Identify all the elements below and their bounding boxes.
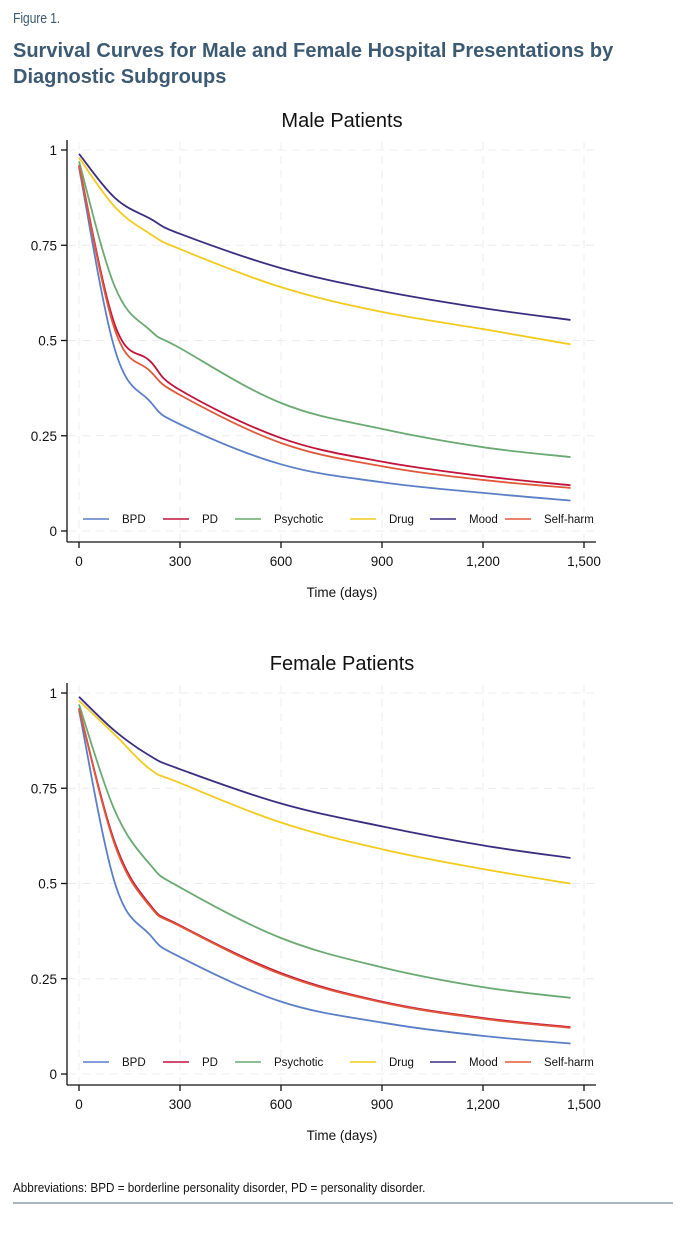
footnote-divider bbox=[13, 1202, 673, 1204]
figure-label: Figure 1. bbox=[13, 10, 61, 27]
curve-psychotic bbox=[78, 161, 571, 458]
legend-item-drug: Drug bbox=[350, 514, 414, 526]
legend-item-bpd: BPD bbox=[83, 514, 146, 526]
x-tick-label: 1,200 bbox=[466, 554, 500, 569]
legend-label: Self-harm bbox=[544, 514, 594, 526]
x-tick-label: 0 bbox=[75, 554, 83, 569]
footnote: Abbreviations: BPD = borderline personal… bbox=[13, 1180, 426, 1195]
y-tick-label: 0.5 bbox=[38, 877, 57, 892]
legend-label: Self-harm bbox=[544, 1057, 594, 1069]
x-axis-label: Time (days) bbox=[307, 585, 378, 600]
chart-title: Female Patients bbox=[270, 653, 415, 675]
chart-title: Male Patients bbox=[281, 110, 402, 132]
curve-mood bbox=[78, 696, 571, 859]
x-tick-label: 300 bbox=[169, 554, 192, 569]
legend-label: Drug bbox=[389, 514, 414, 526]
curve-drug bbox=[78, 157, 571, 346]
legend-item-self-harm: Self-harm bbox=[505, 1057, 594, 1069]
y-tick-label: 0.25 bbox=[31, 429, 57, 444]
male-survival-chart: Male Patients 0 0.25 0.5 0.75 1 0 300 600 900 1,20… bbox=[31, 110, 601, 600]
x-tick-label: 900 bbox=[371, 1097, 394, 1112]
legend-label: Psychotic bbox=[274, 514, 323, 526]
curve-mood bbox=[78, 153, 571, 321]
x-tick-label: 0 bbox=[75, 1097, 83, 1112]
legend-label: Mood bbox=[469, 1057, 498, 1069]
legend-item-self-harm: Self-harm bbox=[505, 514, 594, 526]
y-tick-label: 1 bbox=[49, 686, 57, 701]
curve-pd bbox=[78, 165, 571, 487]
curve-self-harm bbox=[78, 165, 571, 489]
x-tick-label: 1,200 bbox=[466, 1097, 500, 1112]
y-tick-label: 0.5 bbox=[38, 334, 57, 349]
legend-item-psychotic: Psychotic bbox=[235, 1057, 323, 1069]
y-tick-label: 0.75 bbox=[31, 781, 57, 796]
x-tick-label: 1,500 bbox=[567, 554, 601, 569]
curve-drug bbox=[78, 699, 571, 885]
x-tick-label: 900 bbox=[371, 554, 394, 569]
legend-item-bpd: BPD bbox=[83, 1057, 146, 1069]
legend-label: PD bbox=[202, 514, 218, 526]
y-tick-label: 0 bbox=[49, 524, 57, 539]
legend-item-psychotic: Psychotic bbox=[235, 514, 323, 526]
x-tick-label: 300 bbox=[169, 1097, 192, 1112]
legend-item-drug: Drug bbox=[350, 1057, 414, 1069]
legend-label: Drug bbox=[389, 1057, 414, 1069]
curve-self-harm bbox=[78, 708, 571, 1029]
y-tick-label: 0 bbox=[49, 1067, 57, 1082]
legend-item-mood: Mood bbox=[430, 514, 498, 526]
legend-label: PD bbox=[202, 1057, 218, 1069]
x-axis-label: Time (days) bbox=[307, 1128, 378, 1143]
legend-label: BPD bbox=[122, 1057, 146, 1069]
curve-psychotic bbox=[78, 704, 571, 999]
y-tick-label: 0.75 bbox=[31, 238, 57, 253]
x-tick-label: 1,500 bbox=[567, 1097, 601, 1112]
y-tick-label: 0.25 bbox=[31, 972, 57, 987]
legend-label: Psychotic bbox=[274, 1057, 323, 1069]
female-survival-chart: Female Patients 0 0.25 0.5 0.75 1 0 300 600 900 1,… bbox=[31, 653, 601, 1143]
legend-item-pd: PD bbox=[163, 1057, 218, 1069]
legend-label: BPD bbox=[122, 514, 146, 526]
legend-item-mood: Mood bbox=[430, 1057, 498, 1069]
figure-title: Survival Curves for Male and Female Hosp… bbox=[13, 40, 614, 88]
legend-item-pd: PD bbox=[163, 514, 218, 526]
curve-bpd bbox=[78, 166, 571, 502]
legend-label: Mood bbox=[469, 514, 498, 526]
x-tick-label: 600 bbox=[270, 1097, 293, 1112]
y-tick-label: 1 bbox=[49, 143, 57, 158]
curve-bpd bbox=[78, 709, 571, 1045]
x-tick-label: 600 bbox=[270, 554, 293, 569]
